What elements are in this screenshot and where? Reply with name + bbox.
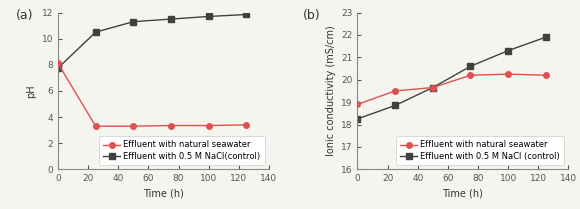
- Line: Effluent with 0.5 M NaCl (control): Effluent with 0.5 M NaCl (control): [355, 34, 549, 122]
- Effluent with 0.5 M NaCl (control): [392, 104, 398, 107]
- Effluent with natural seawater: [542, 74, 549, 76]
- Text: (b): (b): [303, 9, 320, 22]
- Y-axis label: pH: pH: [26, 84, 36, 98]
- Legend: Effluent with natural seawater, Effluent with 0.5 M NaCl(control): Effluent with natural seawater, Effluent…: [99, 136, 264, 165]
- Effluent with 0.5 M NaCl(control): [205, 15, 212, 18]
- Effluent with natural seawater: [467, 74, 474, 76]
- Line: Effluent with natural seawater: Effluent with natural seawater: [55, 61, 249, 129]
- Effluent with 0.5 M NaCl(control): [243, 13, 250, 16]
- Effluent with natural seawater: [92, 125, 99, 127]
- Effluent with natural seawater: [243, 124, 250, 126]
- Legend: Effluent with natural seawater, Effluent with 0.5 M NaCl (control): Effluent with natural seawater, Effluent…: [396, 136, 564, 165]
- Line: Effluent with natural seawater: Effluent with natural seawater: [355, 71, 549, 107]
- Text: (a): (a): [16, 9, 33, 22]
- Effluent with natural seawater: [429, 86, 436, 89]
- Effluent with 0.5 M NaCl (control): [429, 86, 436, 89]
- Effluent with 0.5 M NaCl (control): [505, 49, 512, 52]
- Effluent with 0.5 M NaCl(control): [55, 67, 61, 69]
- Effluent with natural seawater: [205, 124, 212, 127]
- Effluent with natural seawater: [505, 73, 512, 75]
- Effluent with 0.5 M NaCl(control): [92, 31, 99, 33]
- Effluent with natural seawater: [168, 124, 175, 127]
- Effluent with natural seawater: [392, 90, 398, 92]
- Effluent with natural seawater: [354, 103, 361, 106]
- Effluent with 0.5 M NaCl(control): [130, 20, 137, 23]
- Effluent with 0.5 M NaCl (control): [467, 65, 474, 68]
- Effluent with 0.5 M NaCl(control): [168, 18, 175, 20]
- X-axis label: Time (h): Time (h): [143, 189, 184, 199]
- Line: Effluent with 0.5 M NaCl(control): Effluent with 0.5 M NaCl(control): [55, 12, 249, 71]
- X-axis label: Time (h): Time (h): [443, 189, 483, 199]
- Effluent with 0.5 M NaCl (control): [354, 118, 361, 120]
- Y-axis label: Ionic conductivity (mS/cm): Ionic conductivity (mS/cm): [325, 25, 336, 156]
- Effluent with 0.5 M NaCl (control): [542, 36, 549, 38]
- Effluent with natural seawater: [130, 125, 137, 127]
- Effluent with natural seawater: [55, 62, 61, 65]
